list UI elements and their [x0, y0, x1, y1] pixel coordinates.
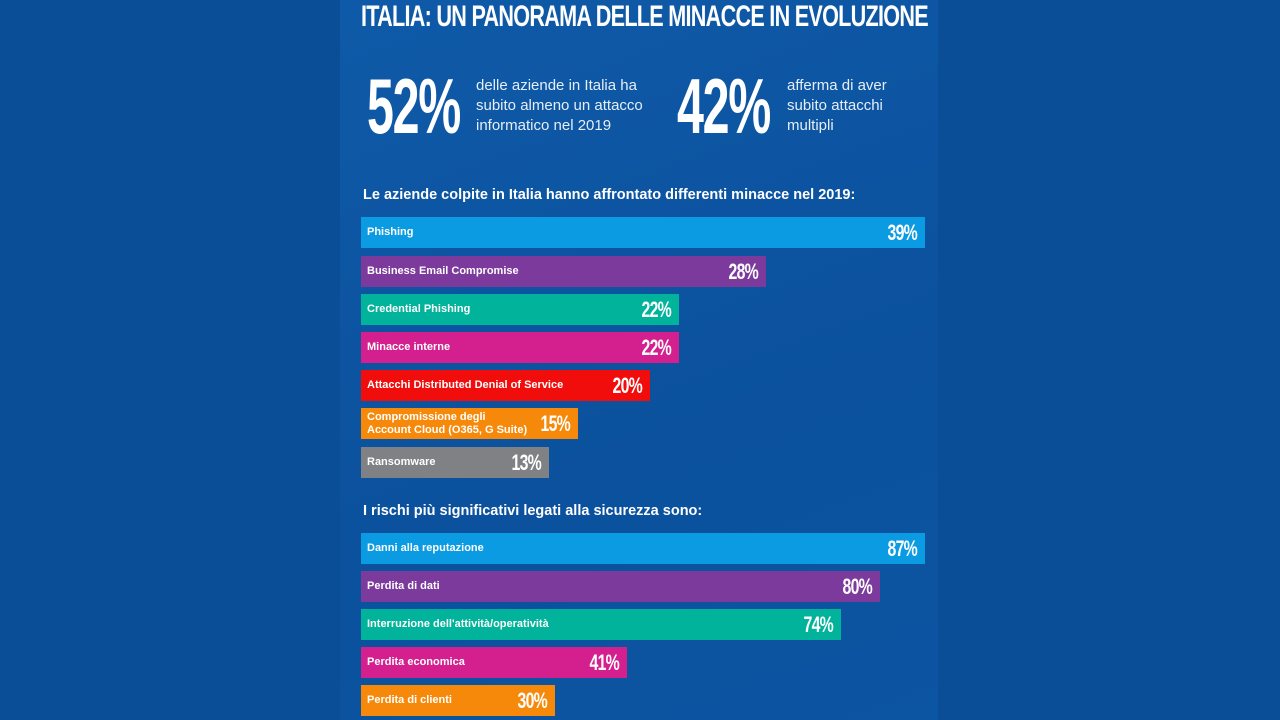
- bar-label: Perdita di dati: [367, 580, 440, 592]
- data-label: 39%: [887, 219, 917, 245]
- stat-value: 52%: [367, 62, 461, 150]
- data-label: 74%: [803, 611, 833, 637]
- bar-label: Minacce interne: [367, 341, 451, 353]
- stat-text: delle aziende in Italia ha subito almeno…: [476, 77, 643, 134]
- bar-label: Interruzione dell'attività/operatività: [367, 618, 549, 630]
- bar: Interruzione dell'attività/operatività 74…: [361, 609, 841, 640]
- bar: Phishing 39%: [361, 217, 925, 248]
- stat-value: 42%: [677, 62, 771, 150]
- bar-label: Attacchi Distributed Denial of Service: [367, 379, 564, 391]
- bar: Attacchi Distributed Denial of Service 20…: [361, 370, 651, 401]
- bar-label: Phishing: [367, 226, 414, 238]
- bar: Compromissione degli Account Cloud (O365…: [361, 408, 578, 439]
- bar-label: Danni alla reputazione: [367, 542, 484, 554]
- bar-label: Business Email Compromise: [367, 265, 519, 277]
- chart-title: Le aziende colpite in Italia hanno affro…: [363, 187, 856, 203]
- data-label: 20%: [612, 372, 643, 398]
- bar: Danni alla reputazione 87%: [361, 533, 925, 564]
- data-label: 41%: [589, 649, 619, 675]
- bar-label: Perdita di clienti: [367, 694, 452, 706]
- bar: Perdita economica 41%: [361, 647, 627, 678]
- data-label: 80%: [842, 573, 872, 599]
- data-label: 87%: [887, 535, 917, 561]
- bar: Ransomware 13%: [361, 447, 549, 478]
- data-label: 22%: [641, 334, 672, 360]
- bar-label: Compromissione degli Account Cloud (O365…: [367, 410, 528, 436]
- data-label: 15%: [540, 410, 570, 436]
- bar: Perdita di dati 80%: [361, 571, 880, 602]
- data-label: 22%: [641, 296, 672, 322]
- chart-title: I rischi più significativi legati alla s…: [363, 503, 703, 519]
- data-label: 13%: [511, 449, 541, 475]
- bar: Perdita di clienti 30%: [361, 685, 556, 716]
- stat-text: afferma di aver subito attacchi multipli: [787, 77, 887, 134]
- page-title: ITALIA: UN PANORAMA DELLE MINACCE IN EVO…: [361, 0, 929, 33]
- bar-label: Credential Phishing: [367, 303, 471, 315]
- data-label: 30%: [517, 687, 548, 713]
- bar: Minacce interne 22%: [361, 332, 680, 363]
- bar: Business Email Compromise 28%: [361, 256, 766, 287]
- data-label: 28%: [728, 258, 758, 284]
- bar-label: Ransomware: [367, 456, 436, 468]
- bar-label: Perdita economica: [367, 656, 465, 668]
- bar: Credential Phishing 22%: [361, 294, 680, 325]
